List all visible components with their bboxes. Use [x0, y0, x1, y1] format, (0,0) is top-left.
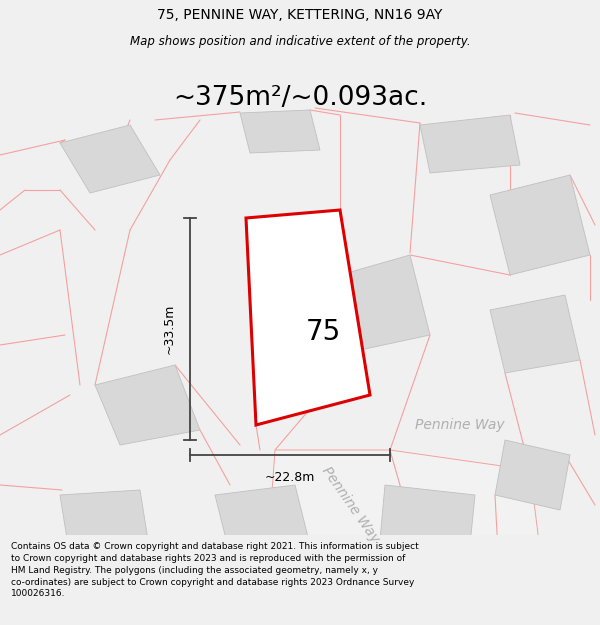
Polygon shape	[380, 485, 475, 545]
Text: Pennine Way: Pennine Way	[415, 418, 505, 432]
Polygon shape	[390, 450, 545, 590]
Text: 75, PENNINE WAY, KETTERING, NN16 9AY: 75, PENNINE WAY, KETTERING, NN16 9AY	[157, 8, 443, 22]
Polygon shape	[215, 485, 310, 555]
Polygon shape	[495, 440, 570, 510]
Text: Pennine Way: Pennine Way	[319, 464, 382, 546]
Polygon shape	[265, 450, 430, 590]
Polygon shape	[60, 125, 160, 193]
Polygon shape	[420, 115, 520, 173]
Polygon shape	[240, 110, 320, 153]
Polygon shape	[340, 255, 430, 350]
Polygon shape	[60, 490, 148, 545]
Text: ~375m²/~0.093ac.: ~375m²/~0.093ac.	[173, 85, 427, 111]
Polygon shape	[95, 365, 200, 445]
Polygon shape	[490, 175, 590, 275]
Text: ~33.5m: ~33.5m	[163, 304, 176, 354]
Text: Map shows position and indicative extent of the property.: Map shows position and indicative extent…	[130, 35, 470, 48]
Polygon shape	[490, 295, 580, 373]
Text: 75: 75	[305, 318, 341, 346]
Polygon shape	[246, 210, 370, 425]
Text: Contains OS data © Crown copyright and database right 2021. This information is : Contains OS data © Crown copyright and d…	[11, 542, 419, 598]
Text: ~22.8m: ~22.8m	[265, 471, 315, 484]
